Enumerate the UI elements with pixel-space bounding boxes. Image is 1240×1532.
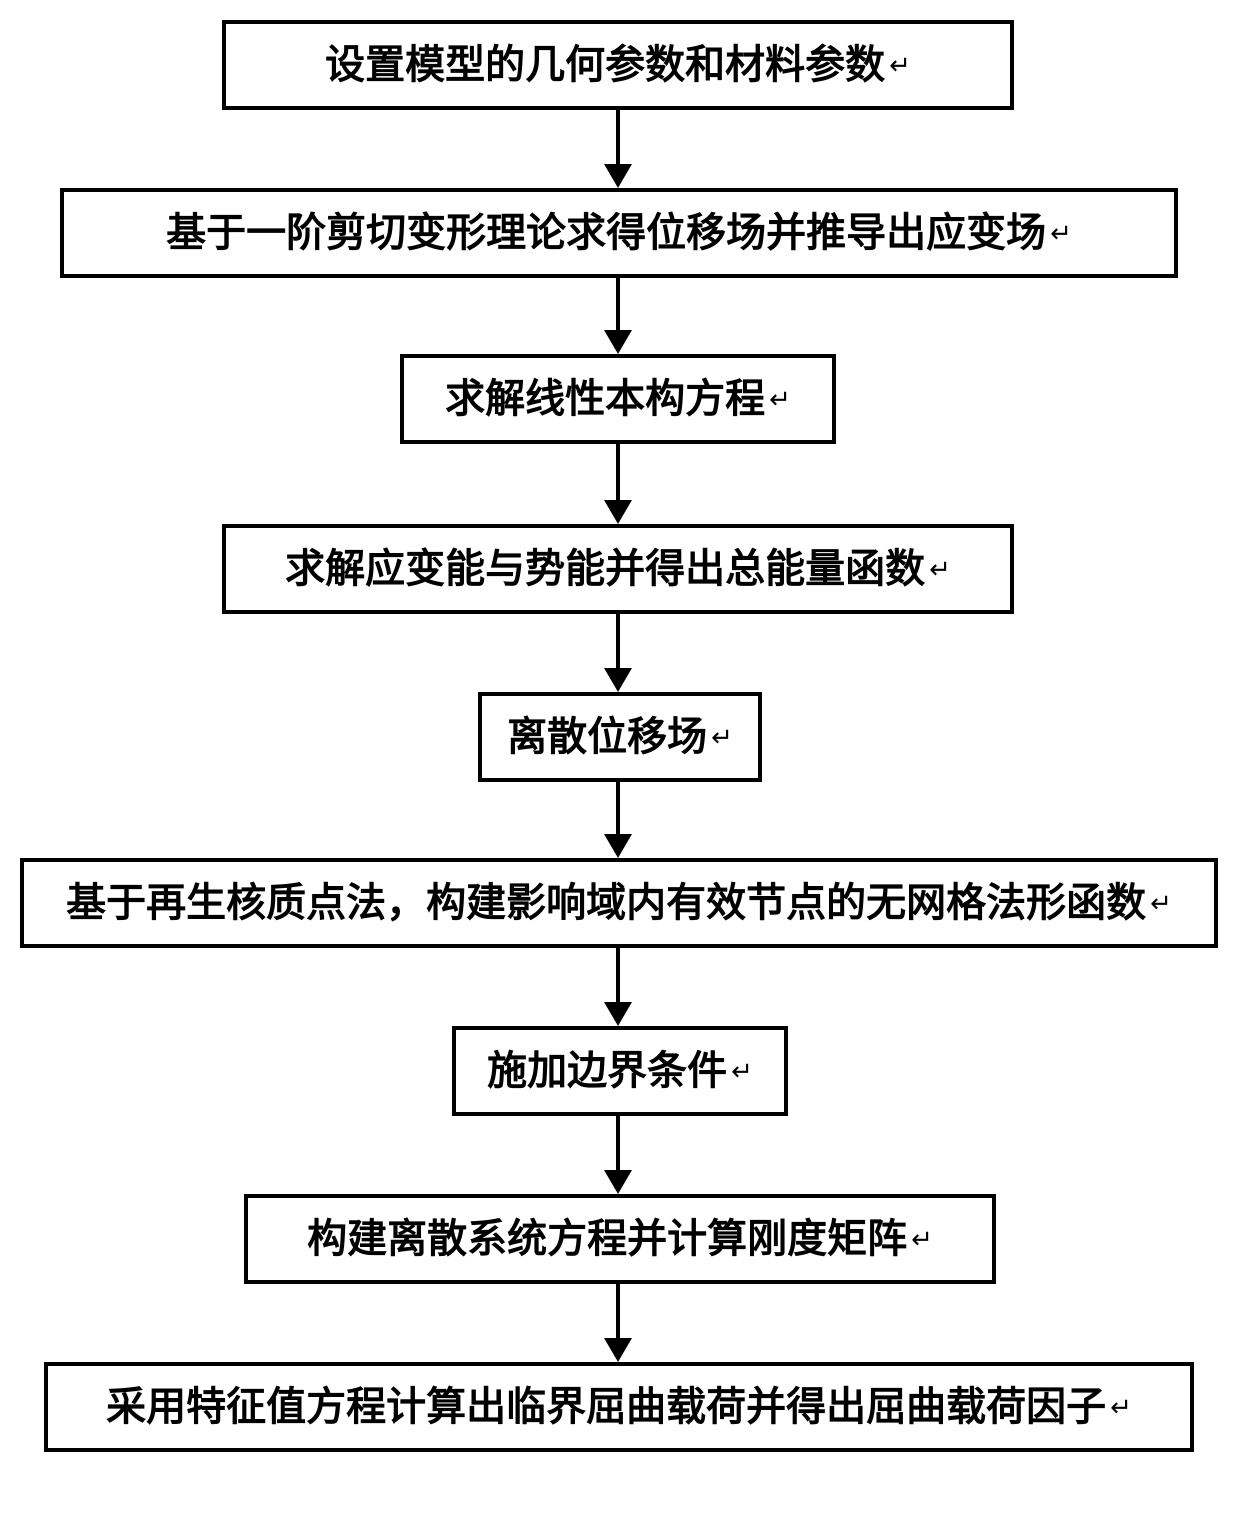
return-mark-icon: ↵ xyxy=(1110,1392,1132,1423)
node-label: 采用特征值方程计算出临界屈曲载荷并得出屈曲载荷因子 xyxy=(106,1387,1106,1427)
return-mark-icon: ↵ xyxy=(711,722,733,753)
return-mark-icon: ↵ xyxy=(889,50,911,81)
flowchart-node-8: 构建离散系统方程并计算刚度矩阵↵ xyxy=(244,1194,996,1284)
flowchart-canvas: 设置模型的几何参数和材料参数↵基于一阶剪切变形理论求得位移场并推导出应变场↵求解… xyxy=(0,0,1240,1532)
flowchart-node-3: 求解线性本构方程↵ xyxy=(400,354,836,444)
flowchart-node-7: 施加边界条件↵ xyxy=(452,1026,788,1116)
flowchart-edge-5 xyxy=(616,782,620,834)
return-mark-icon: ↵ xyxy=(731,1056,753,1087)
return-mark-icon: ↵ xyxy=(769,384,791,415)
node-label: 构建离散系统方程并计算刚度矩阵 xyxy=(307,1219,907,1259)
flowchart-edge-8 xyxy=(616,1284,620,1338)
arrow-head-icon xyxy=(604,1338,632,1362)
return-mark-icon: ↵ xyxy=(1150,888,1172,919)
arrow-head-icon xyxy=(604,834,632,858)
flowchart-node-1: 设置模型的几何参数和材料参数↵ xyxy=(222,20,1014,110)
flowchart-node-2: 基于一阶剪切变形理论求得位移场并推导出应变场↵ xyxy=(60,188,1178,278)
node-label: 施加边界条件 xyxy=(487,1051,727,1091)
node-label: 求解应变能与势能并得出总能量函数 xyxy=(285,549,925,589)
return-mark-icon: ↵ xyxy=(1050,218,1072,249)
flowchart-node-6: 基于再生核质点法，构建影响域内有效节点的无网格法形函数↵ xyxy=(20,858,1218,948)
arrow-head-icon xyxy=(604,1002,632,1026)
flowchart-node-9: 采用特征值方程计算出临界屈曲载荷并得出屈曲载荷因子↵ xyxy=(44,1362,1194,1452)
node-label: 离散位移场 xyxy=(507,717,707,757)
flowchart-edge-1 xyxy=(616,110,620,164)
return-mark-icon: ↵ xyxy=(911,1224,933,1255)
arrow-head-icon xyxy=(604,668,632,692)
return-mark-icon: ↵ xyxy=(929,554,951,585)
arrow-head-icon xyxy=(604,164,632,188)
arrow-head-icon xyxy=(604,330,632,354)
flowchart-edge-4 xyxy=(616,614,620,668)
arrow-head-icon xyxy=(604,1170,632,1194)
node-label: 基于再生核质点法，构建影响域内有效节点的无网格法形函数 xyxy=(66,883,1146,923)
node-label: 设置模型的几何参数和材料参数 xyxy=(325,45,885,85)
node-label: 基于一阶剪切变形理论求得位移场并推导出应变场 xyxy=(166,213,1046,253)
flowchart-node-5: 离散位移场↵ xyxy=(478,692,762,782)
flowchart-node-4: 求解应变能与势能并得出总能量函数↵ xyxy=(222,524,1014,614)
arrow-head-icon xyxy=(604,500,632,524)
node-label: 求解线性本构方程 xyxy=(445,379,765,419)
flowchart-edge-6 xyxy=(616,948,620,1002)
flowchart-edge-3 xyxy=(616,444,620,500)
flowchart-edge-7 xyxy=(616,1116,620,1170)
flowchart-edge-2 xyxy=(616,278,620,330)
